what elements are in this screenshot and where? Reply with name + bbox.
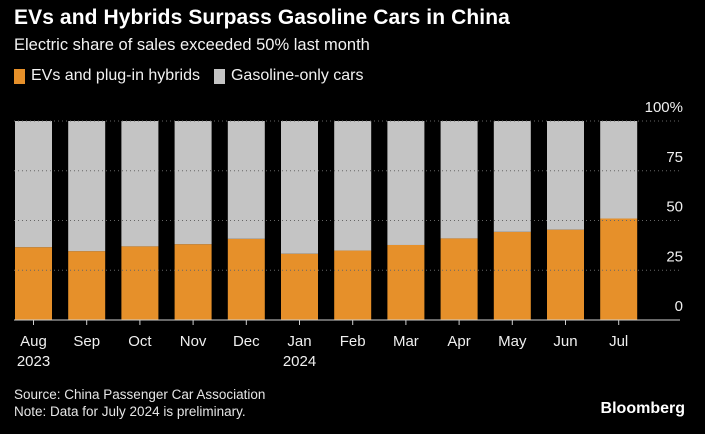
source-note: Source: China Passenger Car Association: [14, 387, 266, 402]
y-tick-label-25: 25: [666, 248, 683, 265]
x-tick-sublabel-2023: 2023: [17, 353, 50, 370]
bar-gasoline-nov: [174, 121, 212, 245]
bar-evs-may: [493, 231, 531, 320]
chart-footer: Source: China Passenger Car Association …: [14, 386, 265, 420]
bar-gasoline-jul: [600, 121, 638, 219]
x-tick-sublabel-2024: 2024: [283, 353, 316, 370]
bar-evs-mar: [387, 244, 425, 320]
bar-evs-feb: [334, 250, 372, 320]
bar-evs-jul: [600, 218, 638, 320]
bar-evs-aug: [15, 247, 52, 320]
x-tick-label-sep: Sep: [73, 333, 100, 350]
y-tick-label-100: 100%: [645, 99, 683, 116]
y-tick-label-0: 0: [675, 298, 683, 315]
x-tick-label-dec: Dec: [233, 333, 260, 350]
x-tick-label-jan: Jan: [287, 333, 311, 350]
chart-legend: EVs and plug-in hybrids Gasoline-only ca…: [14, 67, 377, 85]
bar-evs-sep: [68, 251, 106, 320]
bar-gasoline-sep: [68, 121, 106, 252]
bar-gasoline-jan: [281, 121, 318, 254]
bar-evs-apr: [440, 238, 478, 320]
x-tick-label-may: May: [498, 333, 527, 350]
x-tick-label-mar: Mar: [393, 333, 419, 350]
x-tick-label-feb: Feb: [340, 333, 366, 350]
bar-gasoline-aug: [15, 121, 52, 248]
legend-swatch-gasoline: [213, 68, 225, 84]
chart-title: EVs and Hybrids Surpass Gasoline Cars in…: [14, 6, 510, 29]
bar-evs-nov: [174, 244, 212, 320]
x-tick-label-apr: Apr: [447, 333, 470, 350]
y-tick-label-75: 75: [666, 149, 683, 166]
bar-evs-jun: [547, 229, 584, 320]
x-tick-label-jun: Jun: [553, 333, 577, 350]
x-tick-label-nov: Nov: [180, 333, 207, 350]
legend-label-gasoline: Gasoline-only cars: [230, 67, 364, 84]
bar-gasoline-dec: [227, 121, 265, 239]
bar-gasoline-apr: [440, 121, 478, 239]
bar-gasoline-jun: [547, 121, 584, 230]
bar-evs-dec: [227, 238, 265, 320]
legend-label-evs: EVs and plug-in hybrids: [31, 67, 200, 84]
data-note: Note: Data for July 2024 is preliminary.: [14, 404, 246, 419]
y-tick-label-50: 50: [666, 199, 683, 216]
chart-subtitle: Electric share of sales exceeded 50% las…: [14, 36, 370, 54]
bloomberg-logo: Bloomberg: [600, 400, 685, 417]
bar-gasoline-mar: [387, 121, 425, 245]
x-tick-label-oct: Oct: [128, 333, 152, 350]
bar-evs-oct: [121, 246, 159, 320]
bar-evs-jan: [281, 253, 318, 320]
legend-item-evs: EVs and plug-in hybrids: [14, 67, 200, 85]
x-tick-label-aug: Aug: [20, 333, 47, 350]
bar-gasoline-oct: [121, 121, 159, 247]
bar-gasoline-may: [493, 121, 531, 232]
legend-swatch-evs: [14, 68, 25, 84]
bar-gasoline-feb: [334, 121, 372, 251]
legend-item-gasoline: Gasoline-only cars: [213, 67, 364, 85]
x-tick-label-jul: Jul: [609, 333, 628, 350]
